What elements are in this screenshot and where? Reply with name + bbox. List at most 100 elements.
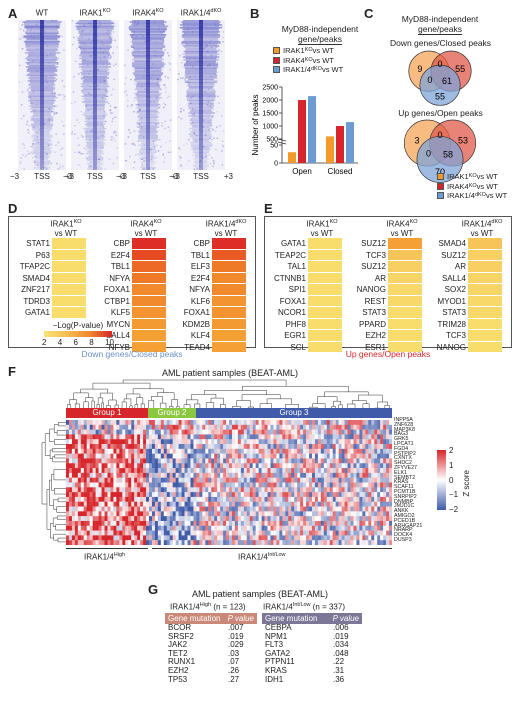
heatmap-gene-label: ANKK — [394, 508, 409, 515]
gene-label: PHF8 — [285, 319, 306, 329]
legend-swatch — [273, 56, 280, 64]
legend-sup: KO — [304, 47, 313, 53]
venn-value-2: 0 — [437, 130, 442, 140]
panel-d-footer: Down genes/Closed peaks — [81, 349, 183, 359]
table-row-5: EZH2 .26 — [165, 666, 257, 676]
gene-label: TDRD3 — [23, 296, 50, 306]
gene-label: EGR1 — [284, 331, 306, 340]
gene-label: MYOD1 — [437, 296, 466, 306]
mutation-pvalue: .31 — [333, 665, 345, 675]
mutation-gene: CEBPA — [265, 623, 292, 632]
table-row-4: PTPN11 .22 — [262, 658, 362, 667]
gene-label: NANOG — [356, 285, 386, 294]
gene-label: STAT3 — [442, 308, 466, 317]
gene-cell — [212, 261, 246, 273]
mutation-pvalue: .03 — [228, 648, 240, 658]
column-head-name: IRAK1/4 — [461, 219, 492, 229]
pvalue-scale-title: −Log(P-value) — [52, 321, 104, 330]
gene-cell — [308, 249, 342, 261]
legend-sup: KO — [468, 182, 477, 189]
panel-f-letter: F — [8, 364, 16, 379]
scale-tick-1: 4 — [57, 338, 63, 347]
tss-axis-tick-2: +3 — [170, 172, 180, 181]
heatmap-label-0: WT — [18, 8, 66, 18]
gene-label: TEAD4 — [184, 342, 210, 352]
column-head-line2: vs WT — [214, 228, 238, 238]
venn-value-1: 55 — [455, 64, 465, 74]
gene-cell — [132, 249, 166, 261]
table-row-1: SRSF2 .019 — [165, 632, 257, 642]
legend-sup: dKO — [310, 66, 322, 72]
column-head-1: IRAK4KO vs WT — [352, 218, 452, 238]
heatmap-gene-label: SHDC2 — [394, 460, 412, 467]
gene-cell — [388, 238, 422, 250]
gene-label: REST — [364, 296, 386, 306]
panel-b-letter: B — [250, 6, 260, 21]
heatmap-gene-labels: INPP5A ZNF628 MAP3K8 BAG3 GRK5 LPCAT1 FGD4 PSTP… — [394, 417, 434, 543]
column-head-line2: vs WT — [310, 228, 334, 238]
venn-value-2: 0 — [437, 59, 442, 69]
gene-cell — [308, 284, 342, 296]
table-row-5: KRAS .31 — [262, 665, 362, 676]
column-head-name: IRAK1/4 — [205, 219, 236, 229]
gene-cell — [132, 330, 166, 342]
heatmap-gene-label: BAG3 — [394, 431, 409, 438]
legend-rest: vs WT — [321, 65, 344, 74]
gene-cell — [468, 318, 502, 330]
venn-value-3: 0 — [427, 75, 432, 85]
col-p-value: P value — [332, 614, 359, 623]
column-head-sup: KO — [329, 219, 338, 225]
mutation-gene: PTPN11 — [265, 657, 295, 667]
column-head-line1: IRAK1/4dKO — [432, 218, 520, 229]
table-row-1: NPM1 .019 — [262, 632, 362, 642]
gene-cell — [468, 249, 502, 261]
tss-axis-tick-0: −3 — [116, 172, 126, 181]
gene-label: SUZ12 — [441, 250, 466, 260]
zscore-heatmap — [66, 420, 392, 545]
high-bracket — [66, 548, 148, 549]
high-group-label: IRAK1/4High — [84, 552, 125, 562]
y-tick-label: 2000 — [262, 98, 278, 105]
gene-cell — [132, 295, 166, 307]
gene-label: TAL1 — [287, 262, 306, 271]
gene-cell — [388, 341, 422, 353]
zscore-ticks: 2 1 0 −1 −2 — [449, 446, 458, 514]
heatmap-label-sup: KO — [155, 8, 164, 14]
venn-up-title: Up genes/Open peaks — [398, 108, 483, 118]
gene-cell — [212, 341, 246, 353]
legend-sup: KO — [468, 173, 477, 179]
heatmap-label-text: IRAK1 — [79, 8, 103, 18]
gene-cell — [132, 341, 166, 353]
panel-b-title: MyD88-independent gene/peaks — [270, 24, 370, 45]
bar-open-2 — [308, 96, 316, 163]
venn-value-5: 55 — [435, 91, 445, 101]
column-head-name: IRAK1 — [50, 219, 74, 229]
gene-label: SMAD4 — [22, 273, 50, 283]
gene-cell — [212, 284, 246, 296]
column-head-name: IRAK4 — [130, 219, 154, 229]
venn-circle-2 — [416, 136, 464, 183]
panel-d-letter: D — [8, 201, 18, 216]
y-tick-label: 1500 — [262, 111, 278, 118]
gene-cell — [212, 238, 246, 250]
gene-cell — [212, 318, 246, 330]
legend-item-0: IRAK1 KO vs WT — [437, 172, 507, 182]
table-row-2: FLT3 .034 — [262, 641, 362, 650]
table-left-head-text: IRAK1/4 — [170, 602, 200, 612]
heatmap-gene-label: SEMBT2 — [394, 474, 416, 481]
legend-item-2: IRAK1/4 dKO vs WT — [273, 65, 343, 75]
gene-label: FOXA1 — [183, 308, 210, 317]
column-head-line1: IRAK4KO — [96, 218, 196, 229]
table-header: Gene mutation P value — [262, 613, 362, 624]
panel-b-title-line1: MyD88-independent — [281, 24, 359, 34]
heatmap-label-1: IRAK1KO — [71, 8, 119, 18]
column-head-sup: dKO — [235, 219, 247, 225]
heatmap-gene-label: INPP5A — [394, 417, 413, 423]
intlow-group-label: IRAK1/4Int/Low — [238, 552, 286, 562]
zscore-colorbar — [437, 450, 446, 510]
bar-closed-2 — [346, 122, 354, 163]
table-row-4: RUNX1 .07 — [165, 658, 257, 667]
column-head-line1: IRAK1KO — [16, 218, 116, 229]
